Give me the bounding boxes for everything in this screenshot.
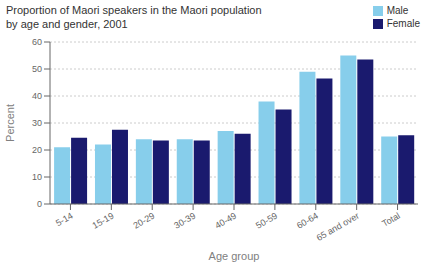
svg-text:60: 60 bbox=[32, 37, 42, 47]
html-text:Male: Male bbox=[386, 5, 409, 16]
html-text:Female: Female bbox=[386, 18, 420, 29]
svg-text:60-64: 60-64 bbox=[295, 211, 320, 231]
svg-text:Percent: Percent bbox=[8, 104, 16, 142]
html-text:by age and gender, 2001: by age and gender, 2001 bbox=[6, 18, 128, 30]
svg-text:20: 20 bbox=[32, 145, 42, 155]
svg-text:15-19: 15-19 bbox=[91, 211, 116, 231]
svg-text:30-39: 30-39 bbox=[172, 211, 197, 231]
svg-text:50-59: 50-59 bbox=[254, 211, 279, 231]
svg-text:65 and over: 65 and over bbox=[315, 211, 361, 243]
svg-text:0: 0 bbox=[37, 199, 42, 209]
svg-text:10: 10 bbox=[32, 172, 42, 182]
svg-text:40: 40 bbox=[32, 91, 42, 101]
svg-text:Total: Total bbox=[380, 211, 401, 229]
svg-text:Age group: Age group bbox=[209, 250, 260, 262]
svg-text:20-29: 20-29 bbox=[131, 211, 156, 231]
svg-text:40-49: 40-49 bbox=[213, 211, 238, 231]
html-text:Proportion of Maori speakers i: Proportion of Maori speakers in the Maor… bbox=[6, 4, 262, 16]
svg-text:30: 30 bbox=[32, 118, 42, 128]
svg-text:5-14: 5-14 bbox=[54, 211, 75, 229]
svg-text:50: 50 bbox=[32, 64, 42, 74]
